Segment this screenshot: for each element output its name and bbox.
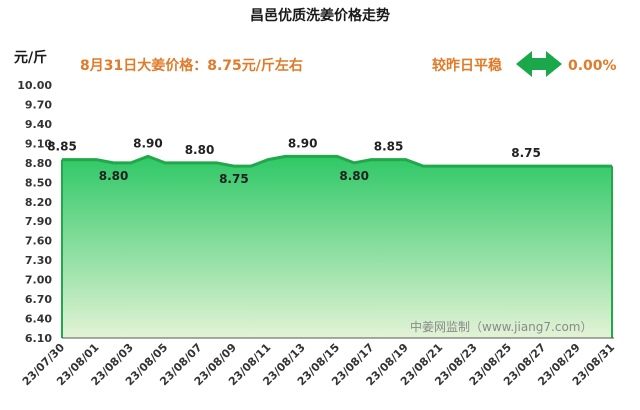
data-label: 8.85	[374, 140, 404, 154]
double-arrow-icon	[516, 51, 562, 77]
data-label: 8.80	[99, 169, 129, 183]
price-area-fill	[62, 156, 612, 338]
chart-title: 昌邑优质洗姜价格走势	[250, 7, 390, 24]
watermark: 中姜网监制（www.jiang7.com）	[410, 319, 592, 334]
y-tick-label: 6.40	[25, 313, 52, 326]
y-tick-label: 9.10	[25, 137, 52, 150]
y-tick-label: 10.00	[17, 79, 52, 92]
change-label: 较昨日平稳	[432, 57, 502, 74]
y-tick-label: 9.40	[25, 118, 52, 131]
y-tick-label: 7.30	[25, 254, 52, 267]
y-tick-label: 9.70	[25, 98, 52, 111]
y-axis-unit: 元/斤	[14, 49, 47, 66]
y-tick-label: 8.80	[25, 157, 52, 170]
data-label: 8.90	[133, 136, 163, 150]
y-tick-label: 8.50	[25, 176, 52, 189]
y-tick-label: 6.70	[25, 293, 52, 306]
y-tick-label: 6.10	[25, 332, 52, 345]
data-label: 8.80	[185, 143, 215, 157]
price-area-series	[61, 154, 613, 338]
y-axis: 6.10 6.40 6.70 7.00 7.30 7.60 7.90 8.20 8.50 8.80…	[17, 79, 52, 345]
y-tick-label: 7.60	[25, 235, 52, 248]
data-label: 8.75	[219, 172, 249, 186]
x-axis: 23/07/3023/08/0123/08/0323/08/0523/08/07…	[20, 337, 617, 388]
y-tick-label: 7.90	[25, 215, 52, 228]
change-value: 0.00%	[568, 58, 617, 74]
data-label: 8.85	[47, 140, 77, 154]
y-tick-label: 7.00	[25, 274, 52, 287]
data-label: 8.80	[339, 169, 369, 183]
data-labels: 8.85 8.80 8.90 8.80 8.75 8.90 8.80 8.85 8.75	[47, 136, 541, 186]
headline-price: 8月31日大姜价格：8.75元/斤左右	[80, 57, 303, 74]
data-label: 8.90	[288, 136, 318, 150]
price-line	[62, 154, 612, 168]
y-tick-label: 8.20	[25, 196, 52, 209]
data-label: 8.75	[511, 146, 541, 160]
